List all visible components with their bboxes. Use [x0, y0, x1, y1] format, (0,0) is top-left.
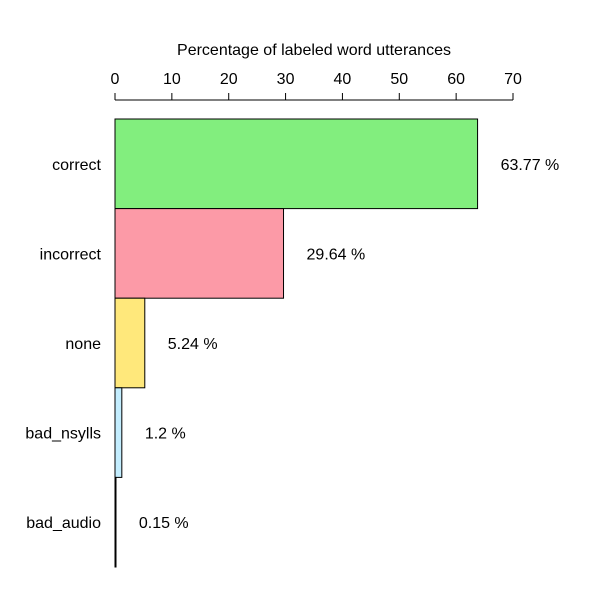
category-label: incorrect: [40, 246, 102, 263]
value-label: 5.24 %: [168, 336, 218, 353]
bar-incorrect: [114, 208, 285, 299]
bar-bad-audio: [114, 476, 117, 568]
x-tick-label: 0: [111, 71, 120, 88]
value-label: 63.77 %: [501, 157, 560, 174]
category-label: bad_audio: [26, 515, 101, 532]
category-labels: correct incorrect none bad_nsylls bad_audio: [25, 157, 101, 532]
bar-correct: [114, 118, 479, 210]
x-tick-label: 60: [447, 71, 465, 88]
x-tick-label: 50: [390, 71, 408, 88]
value-label: 1.2 %: [145, 426, 186, 443]
x-tick-label: 10: [163, 71, 181, 88]
x-tick-label: 40: [334, 71, 352, 88]
x-tick-label: 20: [220, 71, 238, 88]
value-label: 29.64 %: [307, 246, 366, 263]
category-label: bad_nsylls: [25, 426, 101, 443]
bar-bad-nsylls: [114, 387, 123, 478]
category-label: none: [65, 336, 101, 353]
x-axis-title: Percentage of labeled word utterances: [177, 42, 451, 59]
value-label: 0.15 %: [139, 515, 189, 532]
category-label: correct: [52, 157, 101, 174]
x-axis: 0 10 20 30 40 50 60 70: [111, 71, 522, 101]
x-tick-label: 30: [277, 71, 295, 88]
x-tick-label: 70: [504, 71, 522, 88]
bars: [114, 118, 479, 568]
value-labels: 63.77 % 29.64 % 5.24 % 1.2 % 0.15 %: [139, 157, 559, 532]
bar-none: [114, 297, 146, 389]
